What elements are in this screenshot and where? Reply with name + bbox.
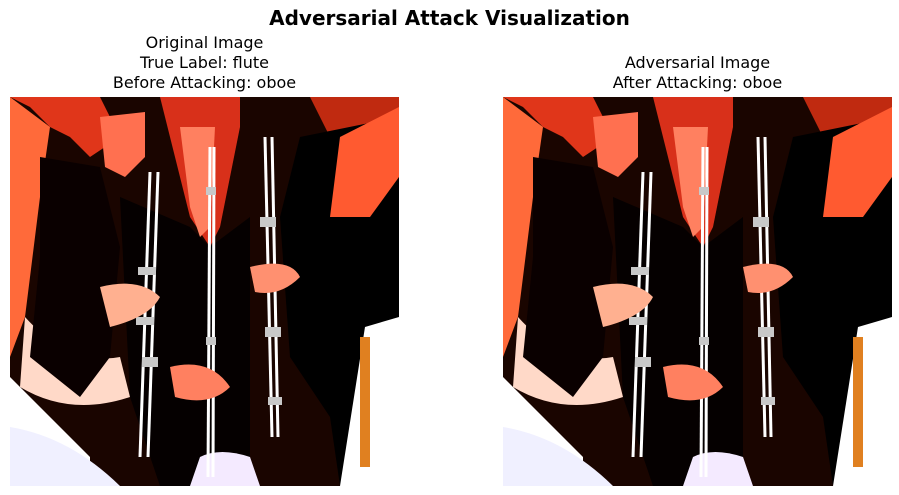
panel-title-original: Original Image True Label: flute Before … xyxy=(10,33,399,93)
panel-title-line: After Attacking: oboe xyxy=(612,73,783,92)
photo-icon xyxy=(503,97,892,486)
panel-title-line: Before Attacking: oboe xyxy=(112,73,297,92)
panel-title-line: Adversarial Image xyxy=(624,53,771,72)
original-image xyxy=(10,97,399,486)
panel-title-line: Original Image xyxy=(145,33,264,52)
adversarial-image xyxy=(503,97,892,486)
figure-suptitle: Adversarial Attack Visualization xyxy=(269,6,630,30)
panel-adversarial: Adversarial Image After Attacking: oboe xyxy=(503,0,892,495)
panel-title-adversarial: Adversarial Image After Attacking: oboe xyxy=(503,53,892,93)
panel-title-line: True Label: flute xyxy=(139,53,270,72)
photo-icon xyxy=(10,97,399,486)
panel-original: Original Image True Label: flute Before … xyxy=(10,0,399,495)
